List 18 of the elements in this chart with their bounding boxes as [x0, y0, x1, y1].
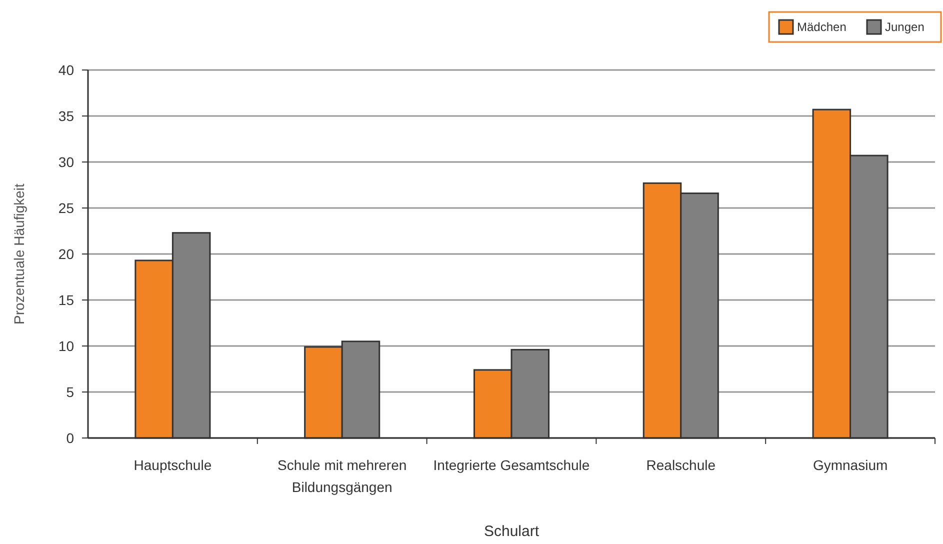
y-tick-label: 35	[58, 108, 74, 124]
y-tick-label: 40	[58, 62, 74, 78]
x-tick-label: Gymnasium	[812, 457, 888, 473]
legend-label: Jungen	[885, 20, 924, 34]
y-tick-label: 10	[58, 338, 74, 354]
x-axis-title: Schulart	[484, 523, 540, 540]
y-axis-title: Prozentuale Häufigkeit	[11, 183, 27, 324]
y-tick-label: 25	[58, 200, 74, 216]
x-tick-label: Integrierte Gesamtschule	[433, 457, 590, 473]
x-tick-label: Hauptschule	[134, 457, 212, 473]
y-tick-label: 5	[66, 384, 74, 400]
x-tick-label: Realschule	[646, 457, 716, 473]
x-tick-label: Schule mit mehreren Bildungsgängen	[278, 457, 407, 495]
y-tick-label: 20	[58, 246, 74, 262]
y-tick-label: 15	[58, 292, 74, 308]
y-tick-label: 30	[58, 154, 74, 170]
legend-label: Mädchen	[797, 20, 846, 34]
y-tick-label: 0	[66, 430, 74, 446]
